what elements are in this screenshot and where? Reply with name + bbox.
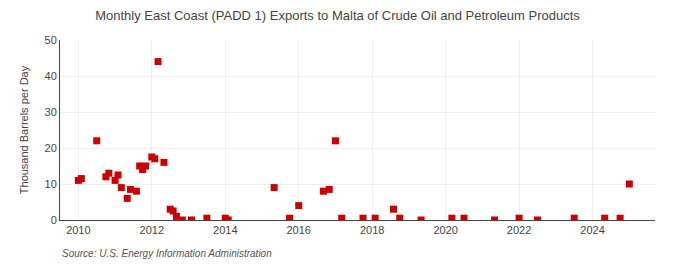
svg-text:10: 10	[45, 178, 57, 190]
svg-text:Source: U.S. Energy Informatio: Source: U.S. Energy Information Administ…	[62, 248, 272, 259]
svg-text:2018: 2018	[360, 224, 384, 236]
svg-text:2010: 2010	[66, 224, 90, 236]
svg-text:20: 20	[45, 142, 57, 154]
svg-text:2024: 2024	[580, 224, 604, 236]
svg-text:Monthly East Coast (PADD 1) Ex: Monthly East Coast (PADD 1) Exports to M…	[95, 8, 580, 23]
svg-text:2022: 2022	[507, 224, 531, 236]
svg-text:2020: 2020	[433, 224, 457, 236]
svg-text:Thousand Barrels per Day: Thousand Barrels per Day	[18, 65, 30, 194]
svg-text:0: 0	[51, 214, 57, 226]
svg-text:2012: 2012	[140, 224, 164, 236]
svg-text:50: 50	[45, 34, 57, 46]
svg-text:30: 30	[45, 106, 57, 118]
svg-text:2014: 2014	[213, 224, 237, 236]
svg-text:40: 40	[45, 70, 57, 82]
svg-text:2016: 2016	[286, 224, 310, 236]
